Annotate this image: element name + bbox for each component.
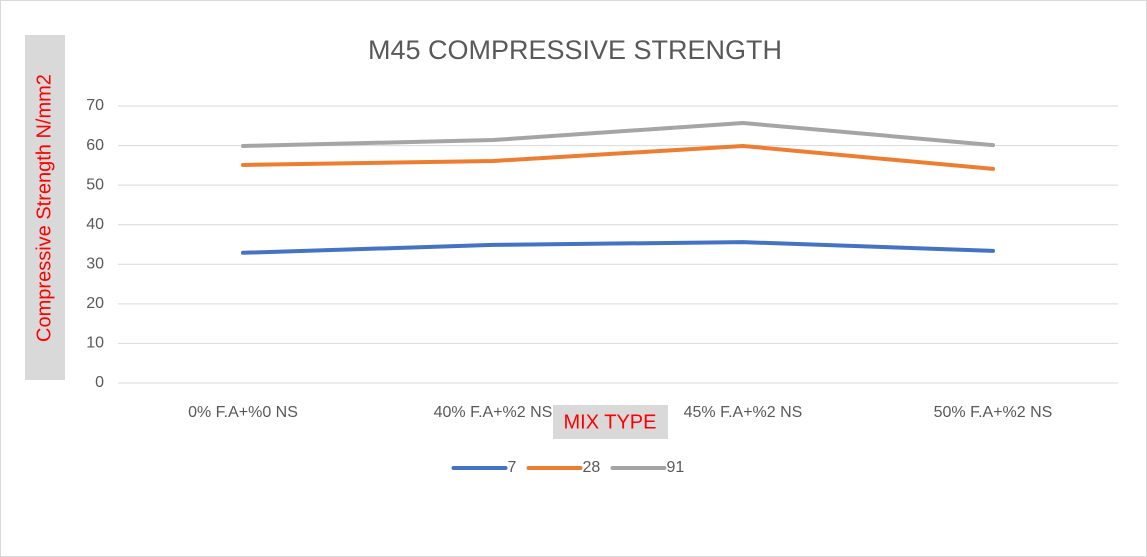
x-axis-title: MIX TYPE <box>564 411 657 433</box>
legend-label: 7 <box>508 459 517 476</box>
y-tick-label: 50 <box>86 176 104 193</box>
x-label-bg <box>553 405 668 439</box>
legend-label: 91 <box>667 459 685 476</box>
x-tick-label: 40% F.A+%2 NS <box>434 404 553 421</box>
y-tick-label: 10 <box>86 335 104 352</box>
x-tick-label: 50% F.A+%2 NS <box>934 404 1053 421</box>
line-series <box>241 143 995 171</box>
y-label-bg <box>25 35 65 380</box>
y-tick-label: 20 <box>86 295 104 312</box>
legend-label: 28 <box>583 459 601 476</box>
y-tick-label: 0 <box>95 374 104 391</box>
y-tick-label: 70 <box>86 97 104 114</box>
y-tick-label: 30 <box>86 256 104 273</box>
chart-title: M45 COMPRESSIVE STRENGTH <box>368 35 782 65</box>
x-tick-label: 45% F.A+%2 NS <box>684 404 803 421</box>
x-tick-label: 0% F.A+%0 NS <box>188 404 298 421</box>
line-series <box>241 121 995 148</box>
y-tick-label: 40 <box>86 216 104 233</box>
y-tick-label: 60 <box>86 137 104 154</box>
line-series <box>241 240 995 255</box>
y-axis-title: Compressive Strength N/mm2 <box>33 74 55 342</box>
